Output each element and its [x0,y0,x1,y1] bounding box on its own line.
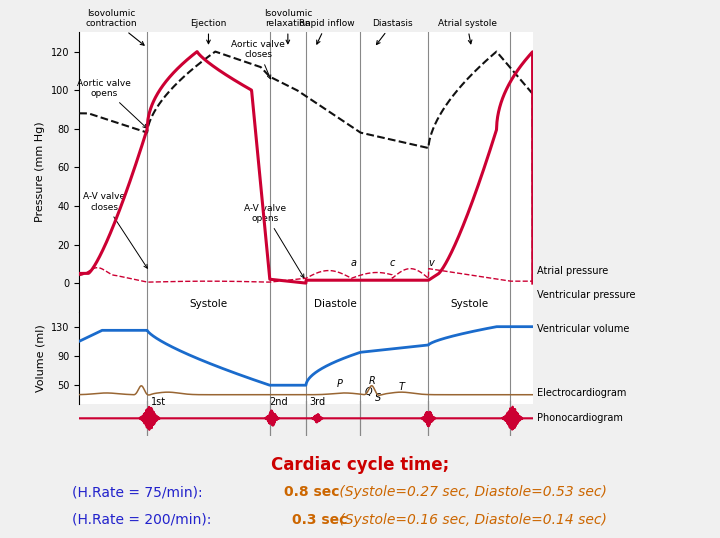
Text: (H.Rate = 200/min):: (H.Rate = 200/min): [72,513,216,527]
Text: Phonocardiogram: Phonocardiogram [537,413,624,423]
Text: Systole: Systole [189,299,228,309]
Text: Cardiac cycle time;: Cardiac cycle time; [271,456,449,474]
Text: Isovolumic
relaxation: Isovolumic relaxation [264,9,312,44]
Text: P: P [337,379,343,388]
Text: T: T [398,381,404,392]
Text: 0.3 sec: 0.3 sec [292,513,347,527]
Text: (Systole=0.16 sec, Diastole=0.14 sec): (Systole=0.16 sec, Diastole=0.14 sec) [335,513,607,527]
Text: Isovolumic
contraction: Isovolumic contraction [85,9,144,45]
Text: Aortic valve
opens: Aortic valve opens [77,79,147,128]
Y-axis label: Pressure (mm Hg): Pressure (mm Hg) [35,122,45,223]
Text: (H.Rate = 75/min):: (H.Rate = 75/min): [72,485,207,499]
Text: A-V valve
closes: A-V valve closes [83,193,148,268]
Text: Diastasis: Diastasis [372,19,413,45]
Text: 2nd: 2nd [269,397,288,407]
Text: Electrocardiogram: Electrocardiogram [537,387,626,398]
Text: a: a [351,258,356,268]
Text: Aortic valve
closes: Aortic valve closes [231,40,285,79]
Text: Atrial pressure: Atrial pressure [537,266,608,277]
Text: R: R [369,376,376,386]
Text: Systole: Systole [450,299,488,309]
Text: Rapid inflow: Rapid inflow [299,19,354,44]
Y-axis label: Volume (ml): Volume (ml) [35,324,45,392]
Text: 1st: 1st [151,397,166,407]
Text: S: S [374,393,381,404]
Text: Atrial systole: Atrial systole [438,19,497,44]
Text: 0.8 sec: 0.8 sec [284,485,340,499]
Text: (Systole=0.27 sec, Diastole=0.53 sec): (Systole=0.27 sec, Diastole=0.53 sec) [335,485,607,499]
Text: Ventricular pressure: Ventricular pressure [537,291,636,300]
Text: Ejection: Ejection [190,19,227,44]
Text: v: v [428,258,433,268]
Text: 3rd: 3rd [310,397,325,407]
Text: Q: Q [364,387,372,398]
Text: c: c [390,258,395,268]
Text: Diastole: Diastole [314,299,357,309]
Text: A-V valve
opens: A-V valve opens [244,204,304,278]
Text: Ventricular volume: Ventricular volume [537,323,630,334]
